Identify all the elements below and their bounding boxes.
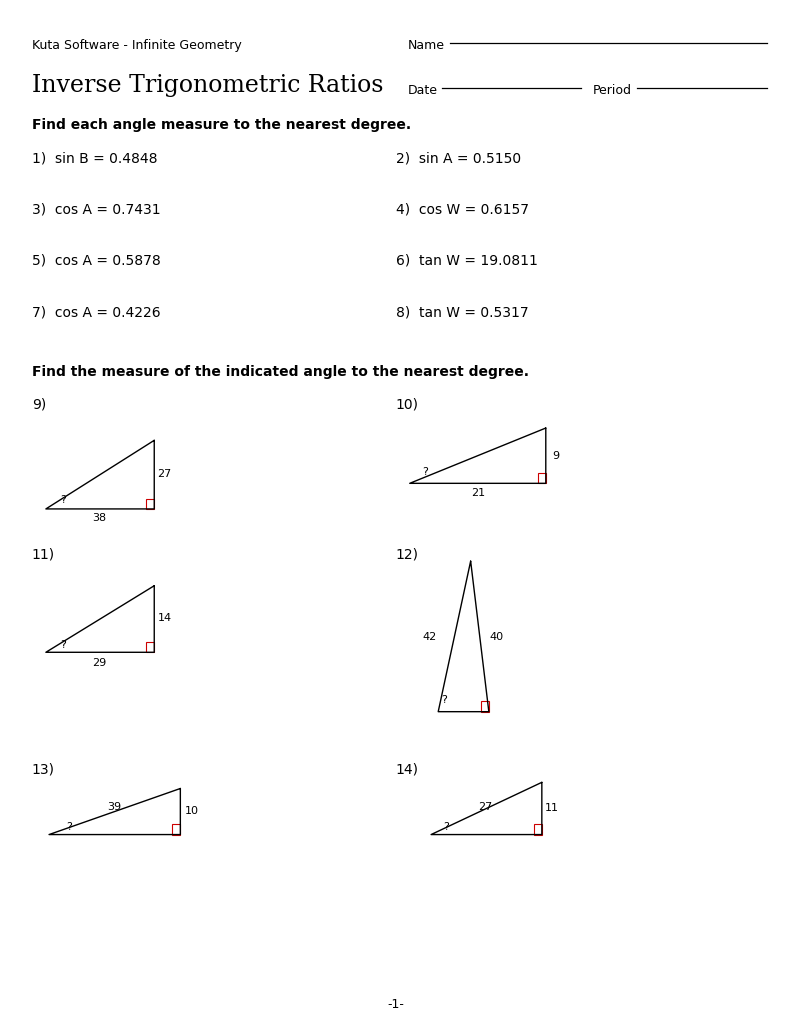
Text: ?: ?: [60, 640, 66, 650]
Text: -1-: -1-: [387, 998, 404, 1012]
Text: 7)  cos A = 0.4226: 7) cos A = 0.4226: [32, 305, 161, 319]
Text: Find each angle measure to the nearest degree.: Find each angle measure to the nearest d…: [32, 118, 411, 132]
Text: 39: 39: [108, 802, 122, 812]
Text: 38: 38: [93, 513, 107, 523]
Text: 42: 42: [422, 632, 437, 642]
Text: ?: ?: [66, 822, 73, 833]
Bar: [534, 824, 542, 835]
Text: ?: ?: [443, 822, 449, 833]
Bar: [538, 473, 546, 483]
Text: 14: 14: [157, 613, 172, 624]
Text: 12): 12): [396, 548, 418, 562]
Text: 6)  tan W = 19.0811: 6) tan W = 19.0811: [396, 254, 537, 268]
Bar: [146, 642, 154, 652]
Text: Kuta Software - Infinite Geometry: Kuta Software - Infinite Geometry: [32, 39, 241, 52]
Text: 11: 11: [545, 803, 559, 813]
Text: 27: 27: [157, 469, 172, 479]
Text: ?: ?: [60, 495, 66, 505]
Text: 9): 9): [32, 397, 46, 412]
Text: 5)  cos A = 0.5878: 5) cos A = 0.5878: [32, 254, 161, 268]
Text: 14): 14): [396, 763, 418, 777]
Text: Name: Name: [407, 39, 445, 52]
Text: 10: 10: [184, 806, 199, 816]
Text: 1)  sin B = 0.4848: 1) sin B = 0.4848: [32, 152, 157, 166]
Text: Inverse Trigonometric Ratios: Inverse Trigonometric Ratios: [32, 74, 383, 96]
Text: 4)  cos W = 0.6157: 4) cos W = 0.6157: [396, 203, 528, 217]
Bar: [481, 701, 489, 712]
Text: 8)  tan W = 0.5317: 8) tan W = 0.5317: [396, 305, 528, 319]
Text: 27: 27: [478, 802, 492, 812]
Text: 11): 11): [32, 548, 55, 562]
Text: Date: Date: [407, 84, 437, 97]
Text: 2)  sin A = 0.5150: 2) sin A = 0.5150: [396, 152, 520, 166]
Bar: [172, 824, 180, 835]
Text: 3)  cos A = 0.7431: 3) cos A = 0.7431: [32, 203, 161, 217]
Text: Period: Period: [593, 84, 632, 97]
Text: 40: 40: [490, 632, 504, 642]
Text: 10): 10): [396, 397, 418, 412]
Text: Find the measure of the indicated angle to the nearest degree.: Find the measure of the indicated angle …: [32, 365, 528, 379]
Text: ?: ?: [441, 695, 447, 706]
Text: 13): 13): [32, 763, 55, 777]
Text: 21: 21: [471, 487, 486, 498]
Text: 29: 29: [93, 657, 107, 668]
Text: ?: ?: [422, 467, 429, 477]
Text: 9: 9: [552, 451, 560, 461]
Bar: [146, 499, 154, 509]
